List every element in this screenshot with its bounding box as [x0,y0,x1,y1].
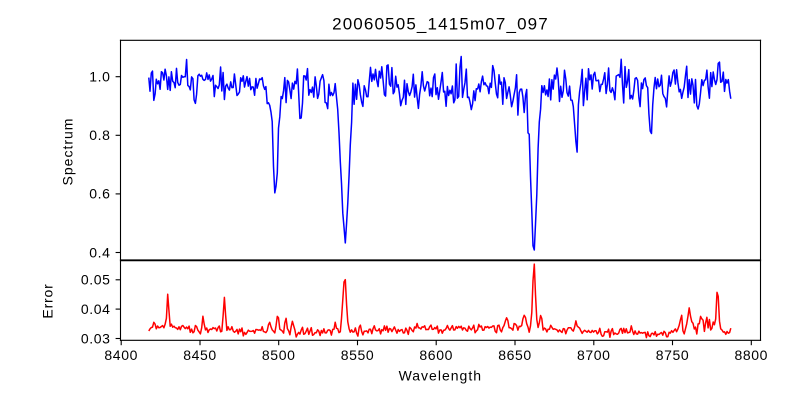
svg-text:8700: 8700 [577,347,611,363]
svg-text:0.8: 0.8 [89,127,110,143]
svg-text:20060505_1415m07_097: 20060505_1415m07_097 [332,15,549,34]
svg-text:8500: 8500 [262,347,296,363]
svg-text:Spectrum: Spectrum [60,118,76,186]
svg-text:8600: 8600 [419,347,453,363]
svg-text:8550: 8550 [341,347,375,363]
svg-text:8750: 8750 [656,347,690,363]
svg-text:0.4: 0.4 [89,244,110,260]
svg-text:Wavelength: Wavelength [399,367,482,383]
svg-text:0.05: 0.05 [81,272,111,288]
svg-text:1.0: 1.0 [89,69,110,85]
svg-text:0.04: 0.04 [81,301,111,317]
svg-text:8450: 8450 [183,347,217,363]
svg-text:0.03: 0.03 [81,330,111,346]
svg-text:8800: 8800 [735,347,769,363]
svg-text:8400: 8400 [104,347,138,363]
svg-text:8650: 8650 [498,347,532,363]
svg-text:Error: Error [40,283,56,318]
svg-text:0.6: 0.6 [89,186,110,202]
